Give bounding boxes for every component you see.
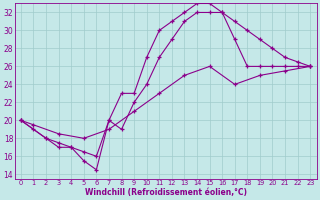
X-axis label: Windchill (Refroidissement éolien,°C): Windchill (Refroidissement éolien,°C) bbox=[84, 188, 247, 197]
